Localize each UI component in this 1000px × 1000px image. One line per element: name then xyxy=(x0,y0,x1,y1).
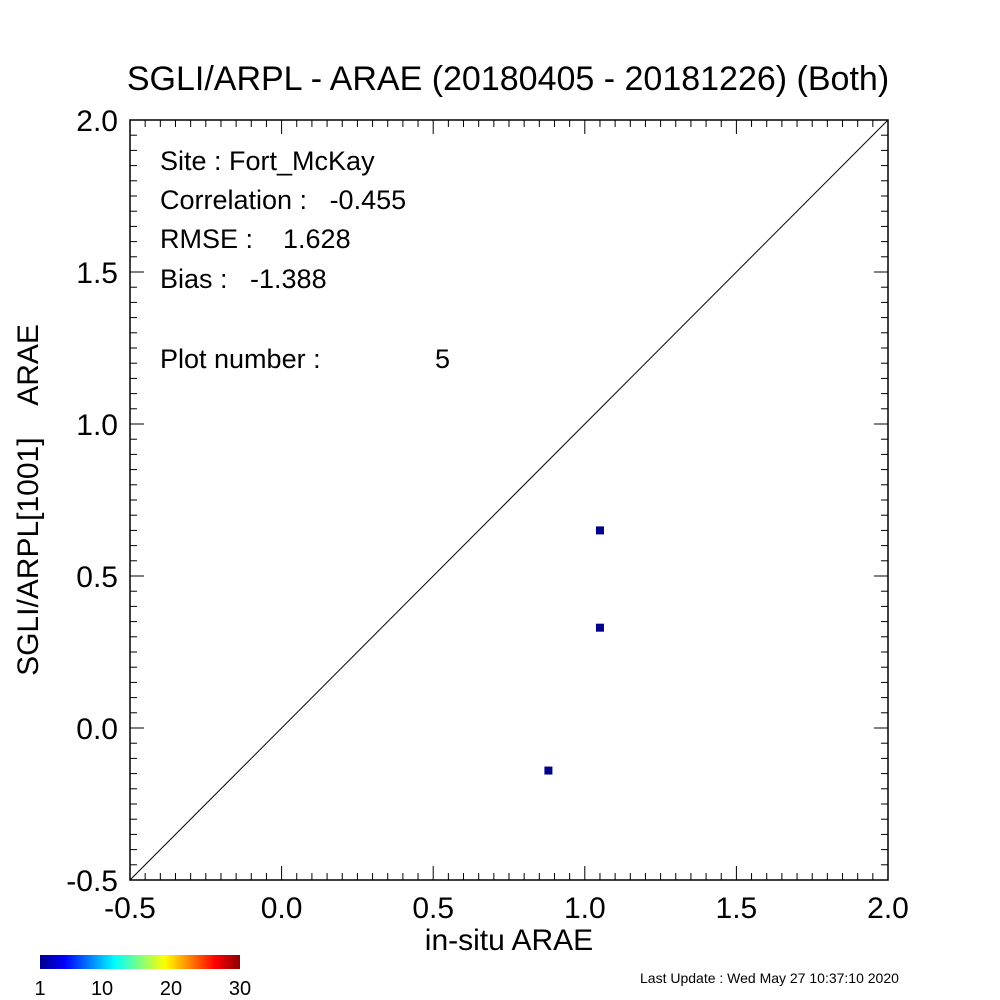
x-tick-label: 0.0 xyxy=(261,892,303,925)
axis-ticks xyxy=(129,119,889,881)
colorbar-tick-labels: 1 10 20 30 xyxy=(34,978,251,1000)
colorbar-tick-label: 10 xyxy=(91,978,113,1000)
one-to-one-line xyxy=(129,119,889,881)
data-points xyxy=(544,526,604,775)
data-point xyxy=(544,766,553,775)
y-tick-label: -0.5 xyxy=(66,865,118,898)
chart-title: SGLI/ARPL - ARAE (20180405 - 20181226) (… xyxy=(127,60,889,98)
x-tick-label: 1.0 xyxy=(564,892,606,925)
stats-correlation: Correlation : -0.455 xyxy=(160,185,406,215)
x-tick-label: 1.5 xyxy=(716,892,758,925)
colorbar-tick-label: 30 xyxy=(229,978,251,1000)
x-tick-labels: -0.5 0.0 0.5 1.0 1.5 2.0 xyxy=(104,892,909,925)
last-update-text: Last Update : Wed May 27 10:37:10 2020 xyxy=(640,970,899,986)
stats-site: Site : Fort_McKay xyxy=(160,146,375,176)
stats-rmse: RMSE : 1.628 xyxy=(160,224,351,254)
x-tick-label: 2.0 xyxy=(867,892,909,925)
y-tick-label: 1.5 xyxy=(76,257,118,290)
colorbar: 1 10 20 30 xyxy=(34,955,251,1000)
y-tick-labels: -0.5 0.0 0.5 1.0 1.5 2.0 xyxy=(66,105,118,898)
x-axis-label: in-situ ARAE xyxy=(425,924,593,957)
y-tick-label: 0.5 xyxy=(76,561,118,594)
colorbar-tick-label: 20 xyxy=(160,978,182,1000)
data-point xyxy=(595,526,604,535)
x-tick-label: -0.5 xyxy=(104,892,156,925)
y-tick-label: 2.0 xyxy=(76,105,118,138)
stats-plot-number-value: 5 xyxy=(435,344,450,374)
stats-plot-number-label: Plot number : xyxy=(160,344,321,374)
y-tick-label: 0.0 xyxy=(76,713,118,746)
colorbar-tick-label: 1 xyxy=(34,978,45,1000)
stats-bias: Bias : -1.388 xyxy=(160,264,327,294)
data-point xyxy=(595,623,604,632)
y-tick-label: 1.0 xyxy=(76,409,118,442)
stats-block: Site : Fort_McKay Correlation : -0.455 R… xyxy=(160,146,450,374)
x-tick-label: 0.5 xyxy=(412,892,454,925)
y-axis-label: SGLI/ARPL[1001] ARAE xyxy=(12,324,45,676)
colorbar-gradient xyxy=(40,955,240,969)
